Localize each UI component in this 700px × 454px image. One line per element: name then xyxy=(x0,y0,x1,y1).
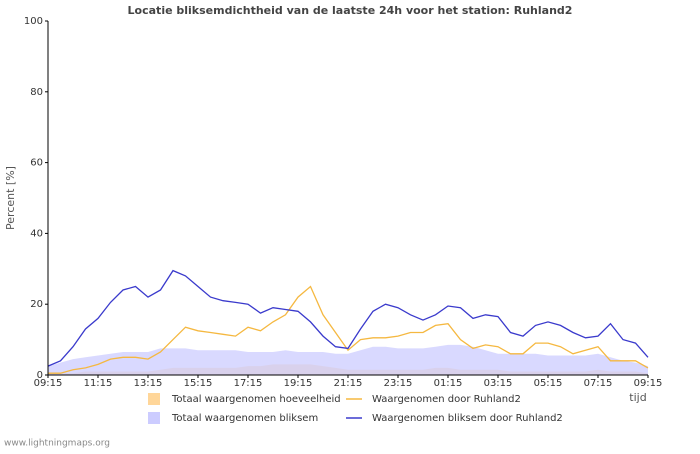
y-axis-label: Percent [%] xyxy=(4,166,17,230)
legend-label: Waargenomen bliksem door Ruhland2 xyxy=(372,413,563,424)
y-tick-label: 20 xyxy=(30,299,43,310)
legend-label: Waargenomen door Ruhland2 xyxy=(372,394,521,405)
chart-title: Locatie bliksemdichtheid van de laatste … xyxy=(128,4,573,17)
line xyxy=(47,269,649,367)
y-tick-label: 60 xyxy=(30,158,43,169)
line xyxy=(48,285,649,374)
area xyxy=(48,344,648,375)
x-tick-label: 09:15 xyxy=(34,378,63,389)
x-axis-label: tijd xyxy=(629,391,646,404)
x-tick-label: 23:15 xyxy=(384,378,413,389)
legend-label: Totaal waargenomen hoeveelheid xyxy=(171,394,341,405)
x-tick-label: 21:15 xyxy=(334,378,363,389)
y-tick-label: 0 xyxy=(37,370,43,381)
legend-label: Totaal waargenomen bliksem xyxy=(171,413,318,424)
y-tick-label: 100 xyxy=(24,16,43,27)
x-tick-label: 19:15 xyxy=(284,378,313,389)
footer: www.lightningmaps.org xyxy=(4,439,110,449)
x-tick-label: 03:15 xyxy=(484,378,513,389)
x-tick-label: 07:15 xyxy=(584,378,613,389)
y-tick-label: 40 xyxy=(30,228,43,239)
x-tick-label: 17:15 xyxy=(234,378,263,389)
x-tick-label: 09:15 xyxy=(634,378,663,389)
legend-swatch xyxy=(148,393,160,405)
legend-swatch xyxy=(148,412,160,424)
x-tick-label: 11:15 xyxy=(84,378,113,389)
x-tick-label: 13:15 xyxy=(134,378,163,389)
x-tick-label: 01:15 xyxy=(434,378,463,389)
y-tick-label: 80 xyxy=(30,87,43,98)
x-tick-label: 15:15 xyxy=(184,378,213,389)
x-tick-label: 05:15 xyxy=(534,378,563,389)
